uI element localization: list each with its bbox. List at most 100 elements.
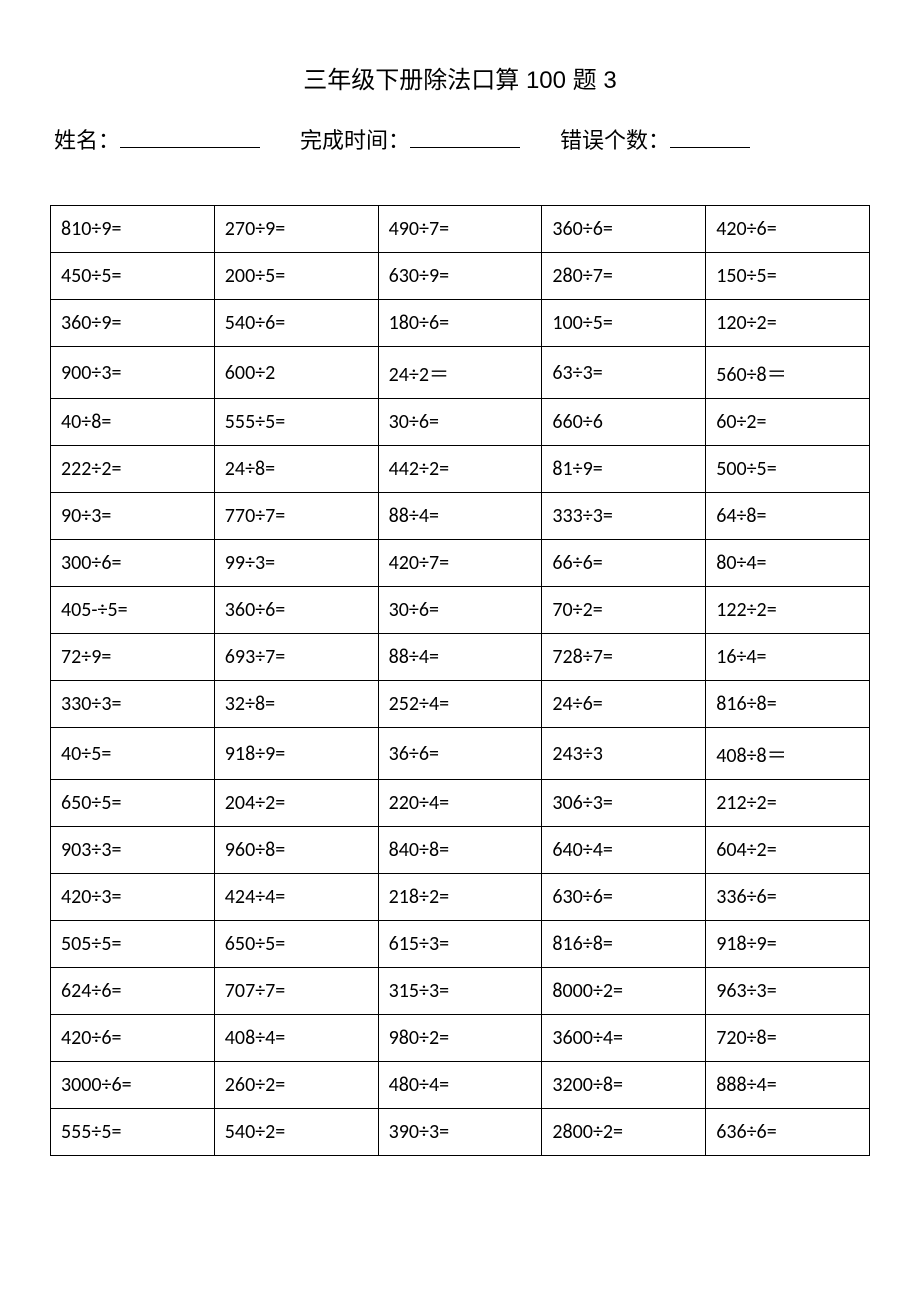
problem-cell: 390÷3= [378, 1109, 542, 1156]
table-row: 420÷6=408÷4=980÷2=3600÷4=720÷8= [51, 1015, 870, 1062]
table-row: 420÷3=424÷4=218÷2=630÷6=336÷6= [51, 874, 870, 921]
problem-cell: 918÷9= [214, 728, 378, 780]
problem-cell: 64÷8= [706, 493, 870, 540]
problem-cell: 90÷3= [51, 493, 215, 540]
problem-cell: 80÷4= [706, 540, 870, 587]
problem-cell: 960÷8= [214, 827, 378, 874]
problem-cell: 420÷6= [51, 1015, 215, 1062]
problem-cell: 72÷9= [51, 634, 215, 681]
table-row: 222÷2=24÷8=442÷2=81÷9=500÷5= [51, 446, 870, 493]
problem-cell: 408÷8＝ [706, 728, 870, 780]
time-field: 完成时间： [300, 123, 520, 155]
problem-cell: 204÷2= [214, 780, 378, 827]
table-row: 330÷3=32÷8=252÷4=24÷6=816÷8= [51, 681, 870, 728]
problem-cell: 100÷5= [542, 300, 706, 347]
problems-table: 810÷9=270÷9=490÷7=360÷6=420÷6=450÷5=200÷… [50, 205, 870, 1156]
table-row: 505÷5=650÷5=615÷3=816÷8=918÷9= [51, 921, 870, 968]
problem-cell: 720÷8= [706, 1015, 870, 1062]
problem-cell: 360÷6= [542, 206, 706, 253]
table-row: 555÷5=540÷2=390÷3=2800÷2=636÷6= [51, 1109, 870, 1156]
problem-cell: 650÷5= [51, 780, 215, 827]
problem-cell: 212÷2= [706, 780, 870, 827]
problem-cell: 630÷9= [378, 253, 542, 300]
problem-cell: 840÷8= [378, 827, 542, 874]
problem-cell: 630÷6= [542, 874, 706, 921]
table-row: 405-÷5=360÷6=30÷6=70÷2=122÷2= [51, 587, 870, 634]
name-label: 姓名： [54, 123, 120, 155]
problem-cell: 888÷4= [706, 1062, 870, 1109]
problem-cell: 560÷8＝ [706, 347, 870, 399]
problem-cell: 24÷2＝ [378, 347, 542, 399]
problem-cell: 604÷2= [706, 827, 870, 874]
time-label: 完成时间： [300, 123, 410, 155]
problem-cell: 333÷3= [542, 493, 706, 540]
problem-cell: 540÷2= [214, 1109, 378, 1156]
problem-cell: 963÷3= [706, 968, 870, 1015]
problem-cell: 442÷2= [378, 446, 542, 493]
problem-cell: 420÷7= [378, 540, 542, 587]
problem-cell: 70÷2= [542, 587, 706, 634]
problem-cell: 615÷3= [378, 921, 542, 968]
problem-cell: 218÷2= [378, 874, 542, 921]
error-label: 错误个数： [560, 123, 670, 155]
name-input-line[interactable] [120, 126, 260, 148]
problem-cell: 408÷4= [214, 1015, 378, 1062]
time-input-line[interactable] [410, 126, 520, 148]
problem-cell: 650÷5= [214, 921, 378, 968]
problem-cell: 424÷4= [214, 874, 378, 921]
problem-cell: 243÷3 [542, 728, 706, 780]
problem-cell: 88÷4= [378, 634, 542, 681]
problem-cell: 816÷8= [542, 921, 706, 968]
problem-cell: 810÷9= [51, 206, 215, 253]
problem-cell: 505÷5= [51, 921, 215, 968]
header-row: 姓名： 完成时间： 错误个数： [50, 123, 870, 155]
problem-cell: 490÷7= [378, 206, 542, 253]
problem-cell: 63÷3= [542, 347, 706, 399]
problem-cell: 60÷2= [706, 399, 870, 446]
table-row: 903÷3=960÷8=840÷8=640÷4=604÷2= [51, 827, 870, 874]
problem-cell: 40÷8= [51, 399, 215, 446]
problem-cell: 99÷3= [214, 540, 378, 587]
table-row: 72÷9=693÷7=88÷4=728÷7=16÷4= [51, 634, 870, 681]
table-row: 810÷9=270÷9=490÷7=360÷6=420÷6= [51, 206, 870, 253]
problem-cell: 81÷9= [542, 446, 706, 493]
problem-cell: 66÷6= [542, 540, 706, 587]
problem-cell: 270÷9= [214, 206, 378, 253]
problem-cell: 180÷6= [378, 300, 542, 347]
problem-cell: 640÷4= [542, 827, 706, 874]
problem-cell: 220÷4= [378, 780, 542, 827]
problem-cell: 450÷5= [51, 253, 215, 300]
problem-cell: 330÷3= [51, 681, 215, 728]
problem-cell: 24÷6= [542, 681, 706, 728]
problem-cell: 88÷4= [378, 493, 542, 540]
table-row: 40÷8=555÷5=30÷6=660÷660÷2= [51, 399, 870, 446]
problem-cell: 770÷7= [214, 493, 378, 540]
problem-cell: 405-÷5= [51, 587, 215, 634]
problem-cell: 300÷6= [51, 540, 215, 587]
problem-cell: 3000÷6= [51, 1062, 215, 1109]
table-row: 40÷5=918÷9=36÷6=243÷3408÷8＝ [51, 728, 870, 780]
problem-cell: 260÷2= [214, 1062, 378, 1109]
problem-cell: 306÷3= [542, 780, 706, 827]
problem-cell: 120÷2= [706, 300, 870, 347]
page-title: 三年级下册除法口算 100 题 3 [50, 60, 870, 95]
name-field: 姓名： [54, 123, 260, 155]
problem-cell: 336÷6= [706, 874, 870, 921]
table-row: 450÷5=200÷5=630÷9=280÷7=150÷5= [51, 253, 870, 300]
problem-cell: 624÷6= [51, 968, 215, 1015]
problem-cell: 980÷2= [378, 1015, 542, 1062]
problem-cell: 360÷6= [214, 587, 378, 634]
table-row: 300÷6=99÷3=420÷7=66÷6=80÷4= [51, 540, 870, 587]
problem-cell: 420÷3= [51, 874, 215, 921]
problem-cell: 315÷3= [378, 968, 542, 1015]
problem-cell: 200÷5= [214, 253, 378, 300]
problem-cell: 3200÷8= [542, 1062, 706, 1109]
problem-cell: 30÷6= [378, 399, 542, 446]
table-row: 90÷3=770÷7=88÷4=333÷3=64÷8= [51, 493, 870, 540]
problem-cell: 24÷8= [214, 446, 378, 493]
error-input-line[interactable] [670, 126, 750, 148]
problem-cell: 693÷7= [214, 634, 378, 681]
problem-cell: 636÷6= [706, 1109, 870, 1156]
problem-cell: 555÷5= [51, 1109, 215, 1156]
problem-cell: 2800÷2= [542, 1109, 706, 1156]
